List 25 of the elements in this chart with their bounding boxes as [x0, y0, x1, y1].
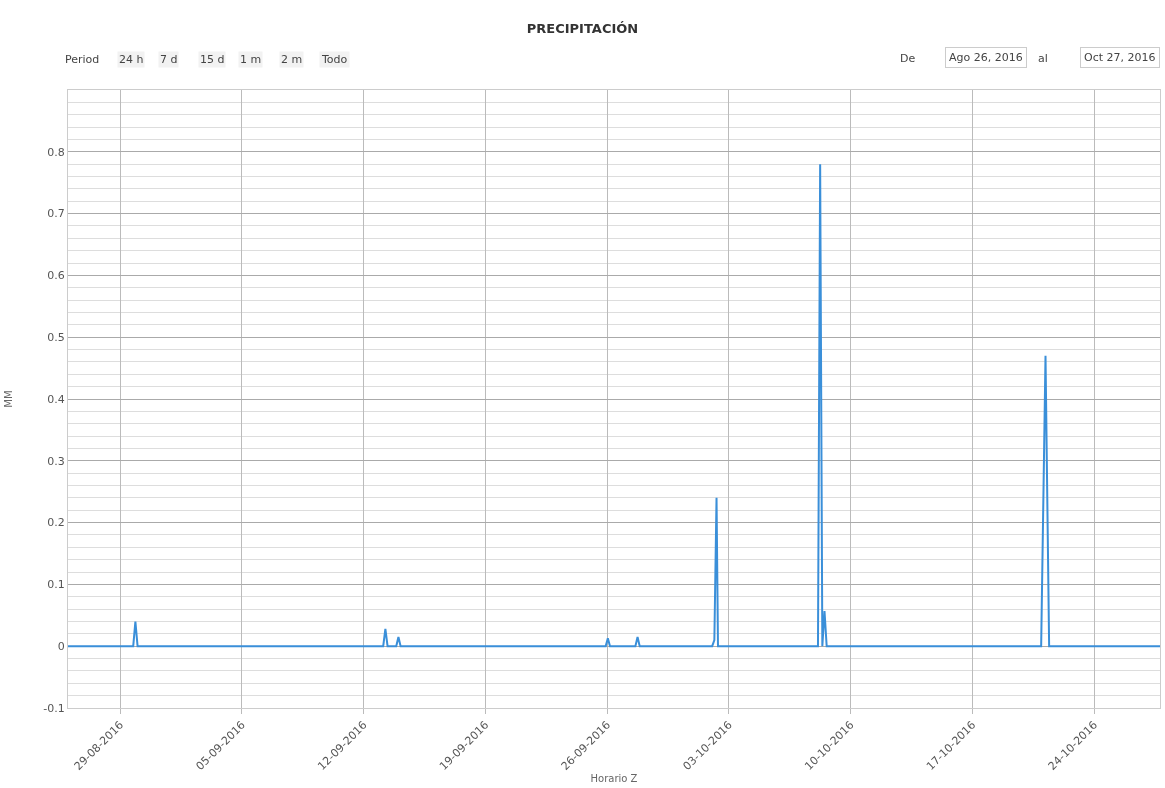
- chart-title: PRECIPITACIÓN: [526, 20, 639, 36]
- text: Todo: [321, 53, 348, 66]
- y-tick-label: 0.7: [47, 207, 65, 221]
- y-tick-label: 0.1: [47, 578, 65, 592]
- y-tick-label: 0: [57, 640, 65, 654]
- text: De: [900, 52, 916, 65]
- y-tick-label: 0.4: [47, 392, 65, 406]
- y-tick-label: 0.6: [47, 269, 65, 283]
- text: Oct 27, 2016: [1084, 51, 1156, 64]
- y-tick-label: 0.3: [47, 454, 65, 468]
- text: al: [1038, 52, 1048, 65]
- x-axis-title: Horario Z: [590, 772, 638, 784]
- text: 24 h: [119, 53, 144, 66]
- text: 1 m: [240, 53, 262, 66]
- text: 2 m: [281, 53, 303, 66]
- text: 15 d: [200, 53, 225, 66]
- text: Period: [65, 53, 100, 66]
- text: 7 d: [160, 53, 178, 66]
- y-tick-label: -0.1: [43, 701, 65, 715]
- y-axis-title: MM: [3, 390, 15, 408]
- y-tick-label: 0.8: [47, 145, 65, 159]
- y-tick-label: 0.5: [47, 331, 65, 345]
- line-series: [68, 163, 1160, 648]
- text: Ago 26, 2016: [949, 51, 1023, 64]
- y-tick-label: 0.2: [47, 516, 65, 530]
